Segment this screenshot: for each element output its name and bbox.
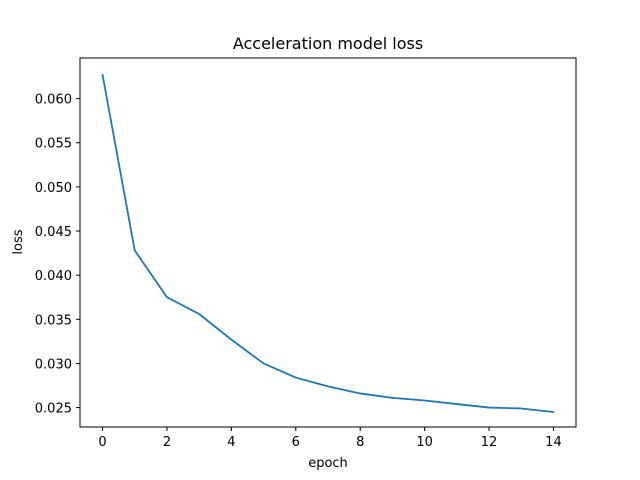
x-tick-label: 10	[416, 435, 433, 450]
x-tick-label: 6	[292, 435, 300, 450]
x-axis: 0 2 4 6 8 10 12 14	[98, 427, 561, 450]
x-tick-label: 12	[481, 435, 498, 450]
x-tick-label: 2	[163, 435, 171, 450]
y-tick-label: 0.035	[35, 313, 72, 328]
y-tick-label: 0.030	[35, 357, 72, 372]
y-tick-label: 0.040	[35, 269, 72, 284]
chart-title: Acceleration model loss	[233, 34, 423, 53]
plot-frame	[80, 58, 576, 427]
y-tick-label: 0.045	[35, 225, 72, 240]
y-tick-label: 0.025	[35, 402, 72, 417]
y-tick-label: 0.055	[35, 137, 72, 152]
x-tick-label: 14	[545, 435, 562, 450]
y-tick-label: 0.050	[35, 181, 72, 196]
y-tick-label: 0.060	[35, 93, 72, 108]
x-tick-label: 4	[227, 435, 235, 450]
x-axis-label: epoch	[308, 456, 348, 471]
y-axis: 0.025 0.030 0.035 0.040 0.045 0.050 0.055 0.060	[35, 93, 80, 417]
x-tick-label: 8	[356, 435, 364, 450]
y-axis-label: loss	[11, 229, 26, 254]
x-tick-label: 0	[98, 435, 106, 450]
series-line	[103, 75, 554, 412]
plot-area	[80, 58, 576, 427]
series-layer	[103, 75, 554, 412]
